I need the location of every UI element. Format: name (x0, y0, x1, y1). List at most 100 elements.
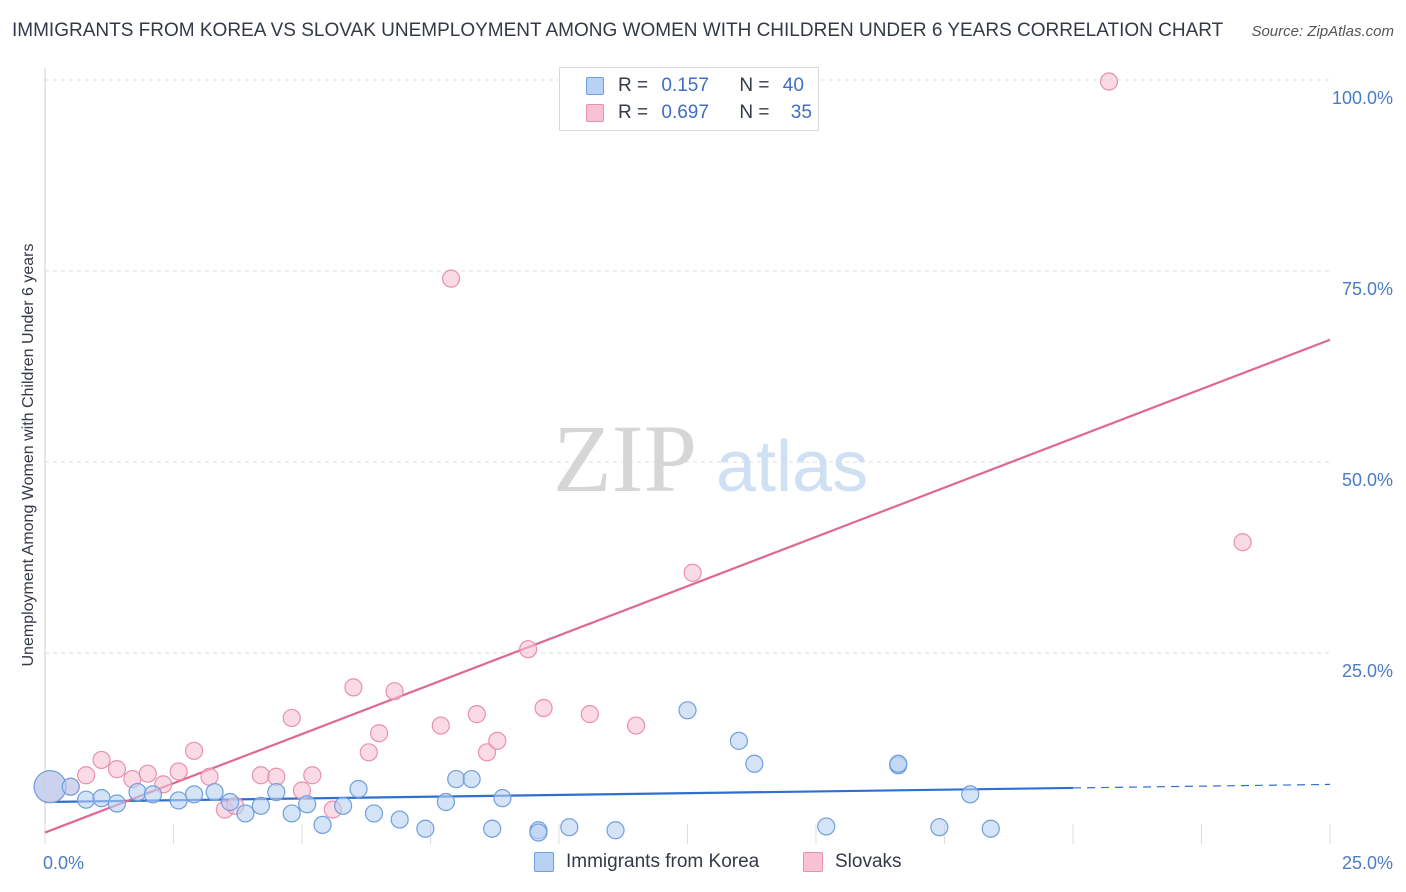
korea-point (33, 770, 67, 804)
slovak-trend-line (44, 338, 1331, 834)
slovak-point (385, 682, 404, 701)
korea-point (745, 754, 764, 773)
korea-point (236, 804, 255, 823)
korea-point (334, 796, 353, 815)
korea-points (33, 701, 1000, 842)
slovak-point (138, 764, 157, 783)
chart-title: IMMIGRANTS FROM KOREA VS SLOVAK UNEMPLOY… (12, 20, 1224, 41)
slovak-point (92, 750, 111, 770)
y-axis-title: Unemployment Among Women with Children U… (20, 243, 37, 666)
korea-swatch (586, 77, 604, 95)
korea-point (349, 779, 368, 799)
legend-r-label: R = (618, 75, 649, 96)
slovak-point (169, 762, 188, 781)
slovak-point (626, 716, 646, 735)
y-tick-label: 25.0% (1342, 661, 1393, 681)
source-label: Source: ZipAtlas.com (1251, 23, 1394, 40)
y-tick-label: 100.0% (1332, 88, 1393, 108)
korea-point (184, 785, 204, 804)
slovak-point (477, 743, 497, 762)
korea-point (107, 794, 127, 813)
korea-point (298, 795, 317, 814)
slovak-point (467, 705, 486, 724)
korea-point (220, 792, 240, 812)
slovak-point (107, 760, 127, 779)
korea-point (930, 818, 949, 837)
legend-n-label: N = (739, 75, 770, 96)
slovak-point (282, 708, 301, 728)
legend-row-slovak: R = 0.697 N = 35 (586, 100, 812, 126)
korea-point (436, 792, 456, 812)
bottom-legend-korea: Immigrants from Korea (534, 851, 759, 873)
korea-point (282, 804, 301, 823)
x-tick-label: 25.0% (1342, 853, 1393, 873)
slovak-point (267, 767, 286, 786)
korea-point (817, 817, 836, 836)
legend-row-korea: R = 0.157 N = 40 (586, 73, 804, 99)
korea-point (364, 804, 384, 823)
korea-legend-label: Immigrants from Korea (566, 851, 760, 872)
legend-r-label: R = (618, 102, 649, 123)
legend-r-value: 0.157 (661, 75, 709, 96)
korea-point (390, 810, 409, 829)
korea-point (77, 790, 96, 809)
korea-point (678, 701, 697, 720)
x-tick-label: 0.0% (43, 853, 84, 873)
korea-point (251, 796, 270, 815)
legend-r-value: 0.697 (661, 102, 709, 123)
korea-point (169, 791, 188, 810)
slovak-swatch (586, 104, 604, 122)
slovak-point (184, 741, 204, 760)
slovak-point (580, 705, 599, 724)
slovak-legend-swatch (803, 852, 823, 872)
korea-legend-swatch (534, 852, 554, 872)
watermark-zip: ZIP (553, 405, 697, 512)
slovak-point (683, 563, 702, 582)
korea-point (143, 785, 163, 804)
slovak-point (370, 724, 389, 743)
legend-n-label: N = (739, 102, 770, 123)
y-tick-label: 75.0% (1342, 279, 1393, 299)
slovak-point (344, 678, 363, 697)
slovak-point (1099, 72, 1119, 91)
korea-point (981, 819, 1000, 838)
correlation-legend: R = 0.157 N = 40 R = 0.697 N = 35 (559, 67, 819, 131)
korea-point (493, 789, 512, 808)
korea-point (889, 754, 908, 773)
korea-point (128, 782, 147, 802)
korea-point (447, 769, 466, 789)
axis-ticks: 100.0% 75.0% 50.0% 25.0% 0.0% 25.0% (43, 88, 1393, 873)
korea-point (606, 821, 625, 840)
slovak-point (431, 716, 450, 735)
slovak-point (1233, 533, 1252, 552)
korea-point (416, 819, 435, 838)
legend-n-value: 35 (790, 102, 812, 123)
bottom-legend-slovak: Slovaks (803, 851, 902, 873)
korea-point (92, 789, 111, 808)
korea-point (560, 818, 579, 837)
slovak-point (534, 698, 553, 718)
slovak-point (200, 767, 219, 786)
korea-point (483, 819, 502, 838)
korea-point (313, 815, 332, 835)
slovak-point (303, 766, 322, 785)
korea-point (267, 782, 286, 802)
korea-point (729, 731, 749, 750)
korea-point (529, 823, 548, 842)
slovak-legend-label: Slovaks (835, 851, 902, 872)
watermark-atlas: atlas (716, 427, 868, 507)
slovak-point (488, 731, 507, 750)
korea-point (61, 777, 80, 796)
legend-n-value: 40 (782, 75, 804, 96)
korea-point (205, 782, 224, 802)
korea-trend-extension (1072, 783, 1331, 789)
slovak-point (77, 766, 96, 785)
slovak-point (251, 766, 270, 785)
slovak-point (359, 743, 378, 762)
korea-point (961, 785, 980, 804)
y-tick-label: 50.0% (1342, 470, 1393, 490)
slovak-point (519, 640, 538, 659)
korea-point (462, 769, 481, 789)
slovak-point (441, 269, 461, 288)
